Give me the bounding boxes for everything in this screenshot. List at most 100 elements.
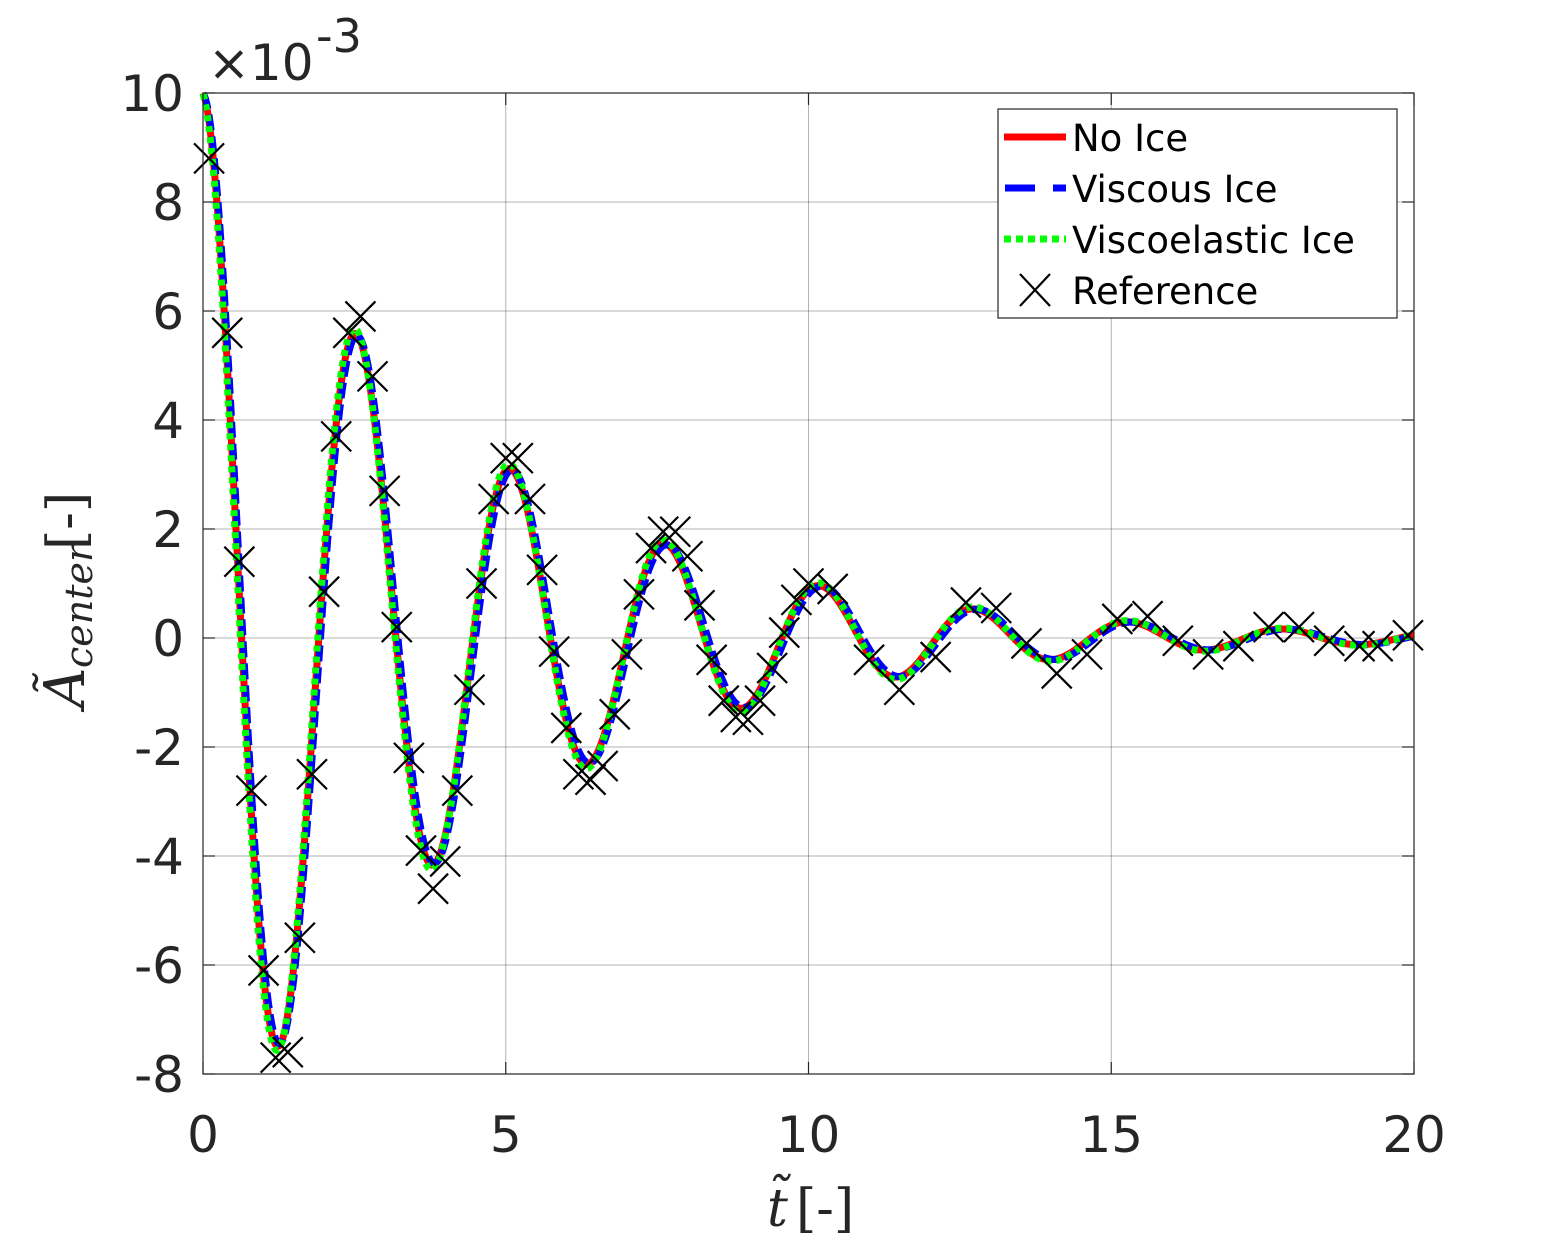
reference-point (453, 673, 486, 706)
legend-item-viscoelastic-ice: Viscoelastic Ice (1004, 219, 1355, 262)
y-exponent-label: ×10 -3 (208, 9, 362, 92)
reference-point (768, 616, 801, 649)
reference-point (1131, 600, 1164, 632)
y-tick-label: 10 (120, 65, 184, 123)
reference-point (586, 750, 619, 782)
reference-point (193, 142, 225, 175)
legend-label-viscoelastic-ice: Viscoelastic Ice (1072, 219, 1355, 262)
reference-point (405, 834, 437, 867)
reference-point (223, 545, 256, 578)
y-tick-label: -4 (134, 828, 184, 886)
reference-point (1252, 611, 1285, 643)
reference-point (259, 1041, 292, 1074)
reference-point (611, 638, 643, 671)
x-axis-symbol: t̃ (767, 1173, 791, 1239)
x-tick-label: 5 (490, 1106, 522, 1164)
reference-point (247, 954, 280, 987)
reference-point (562, 758, 595, 791)
reference-point (744, 684, 776, 717)
reference-point (271, 1036, 304, 1068)
x-tick-label: 20 (1382, 1106, 1446, 1164)
reference-point (683, 589, 716, 622)
y-tick-label: -2 (134, 719, 184, 777)
reference-point (1040, 657, 1073, 690)
reference-point (1392, 619, 1424, 652)
x-tick-label: 0 (187, 1106, 219, 1164)
y-exponent-base: ×10 (208, 34, 314, 92)
reference-point (1343, 630, 1376, 662)
reference-point (296, 758, 328, 791)
reference-point (853, 644, 885, 676)
reference-markers (193, 142, 1424, 1074)
ticks: 0 5 10 15 20 -8 -6 -4 -2 0 2 4 6 8 10 (120, 65, 1445, 1164)
reference-point (465, 567, 498, 600)
reference-point (1222, 630, 1255, 662)
reference-point (732, 703, 764, 736)
reference-point (635, 532, 667, 564)
reference-point (1162, 624, 1194, 657)
reference-point (671, 540, 704, 573)
x-tick-label: 10 (777, 1106, 841, 1164)
reference-point (756, 652, 788, 684)
y-exponent-power: -3 (316, 9, 362, 63)
y-tick-label: 4 (152, 392, 184, 450)
reference-point (720, 701, 752, 733)
x-axis-unit: [-] (796, 1179, 854, 1239)
reference-point (380, 611, 413, 643)
reference-point (1071, 638, 1103, 671)
reference-point (429, 845, 461, 878)
y-axis-label: Ã center [-] (32, 492, 101, 713)
reference-point (1283, 611, 1315, 643)
reference-point (332, 317, 365, 349)
reference-point (211, 317, 243, 349)
reference-point (514, 483, 546, 515)
legend-label-no-ice: No Ice (1072, 117, 1188, 160)
x-tick-label: 15 (1079, 1106, 1143, 1164)
reference-point (526, 554, 558, 586)
reference-point (489, 442, 522, 474)
reference-point (284, 921, 316, 954)
reference-point (538, 635, 570, 668)
reference-point (816, 573, 849, 605)
legend-box (997, 108, 1398, 319)
y-tick-label: 2 (152, 501, 184, 559)
reference-point (502, 442, 534, 474)
y-tick-label: -8 (134, 1046, 184, 1104)
reference-point (980, 592, 1012, 624)
y-tick-label: 0 (152, 610, 184, 668)
y-tick-label: 6 (152, 283, 184, 341)
reference-point (393, 742, 425, 774)
y-tick-label: -6 (134, 937, 184, 995)
reference-point (695, 644, 728, 676)
reference-point (344, 300, 377, 333)
legend-item-viscous-ice: Viscous Ice (1004, 168, 1278, 211)
reference-point (550, 712, 583, 744)
reference-point (780, 584, 813, 616)
reference-point (417, 872, 449, 905)
x-axis-label: t̃ [-] (767, 1173, 854, 1239)
reference-point (1101, 603, 1134, 635)
reference-point (883, 673, 916, 706)
reference-point (1313, 624, 1346, 657)
y-tick-label: 8 (152, 174, 184, 232)
reference-point (368, 475, 401, 507)
reference-point (623, 578, 655, 611)
legend-item-no-ice: No Ice (1004, 117, 1188, 160)
reference-point (308, 575, 340, 608)
reference-point (659, 515, 692, 548)
legend: No Ice Viscous Ice Viscoelastic Ice Refe… (997, 108, 1398, 319)
reference-point (707, 684, 740, 717)
y-axis-symbol: Ã (32, 668, 98, 713)
reference-point (919, 641, 952, 673)
reference-point (598, 698, 631, 731)
reference-point (477, 483, 510, 515)
legend-label-viscous-ice: Viscous Ice (1072, 168, 1278, 211)
reference-point (235, 774, 268, 807)
y-axis-subscript: center (57, 541, 101, 668)
reference-point (356, 360, 389, 393)
y-axis-unit: [-] (37, 492, 97, 550)
reference-point (1361, 630, 1394, 662)
reference-point (441, 774, 474, 807)
legend-label-reference: Reference (1072, 270, 1258, 313)
